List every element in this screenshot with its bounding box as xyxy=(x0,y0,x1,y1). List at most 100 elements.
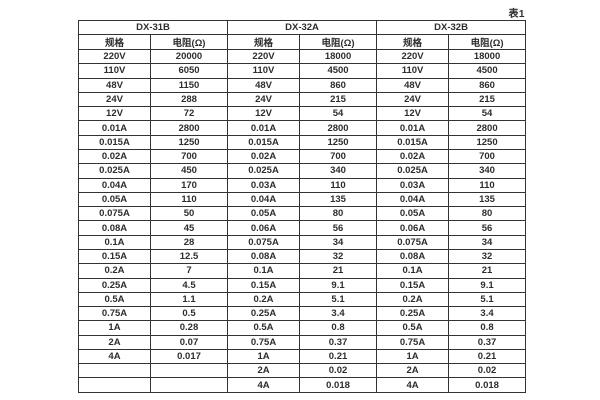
table-cell: 0.37 xyxy=(448,334,527,350)
table-cell: 220V xyxy=(78,48,151,65)
table-row: 4A 0.018 4A 0.018 xyxy=(78,377,527,393)
table-cell: 135 xyxy=(299,191,378,208)
table-cell: 0.075A xyxy=(78,206,151,222)
table-cell: 0.015A xyxy=(376,134,450,150)
table-cell: 80 xyxy=(448,206,527,222)
group-header-row: DX-31B DX-32A DX-32B xyxy=(77,20,527,35)
table-cell: 0.15A xyxy=(227,277,301,293)
table-cell: 12V xyxy=(376,106,450,122)
table-cell: 0.05A xyxy=(376,206,450,222)
table-cell: 0.017 xyxy=(149,348,229,365)
table-row: 0.05A 110 0.04A 135 0.04A 135 xyxy=(78,191,527,208)
table-cell: 0.05A xyxy=(78,191,151,208)
table-cell: 0.2A xyxy=(78,263,151,279)
table-row: 24V 288 24V 215 24V 215 xyxy=(78,91,527,108)
table-row: 0.08A 45 0.06A 56 0.06A 56 xyxy=(78,220,527,236)
column-header-spec: 规格 xyxy=(376,34,450,50)
table-cell: 170 xyxy=(149,177,229,193)
table-row: 0.015A 1250 0.015A 1250 0.015A 1250 xyxy=(78,134,527,150)
table-cell: 0.1A xyxy=(376,263,450,279)
table-cell: 0.01A xyxy=(78,120,151,136)
table-cell: 1250 xyxy=(448,134,527,150)
column-header-resistance: 电阻(Ω) xyxy=(149,34,229,50)
table-row: 0.5A 1.1 0.2A 5.1 0.2A 5.1 xyxy=(78,291,527,308)
table-cell: 700 xyxy=(149,148,229,165)
table-cell: 0.5A xyxy=(227,320,301,336)
column-header-spec: 规格 xyxy=(78,34,151,50)
group-header-dx31b: DX-31B xyxy=(77,20,229,35)
table-cell: 110V xyxy=(376,63,450,79)
table-cell: 0.02A xyxy=(78,148,151,165)
column-header-row: 规格 电阻(Ω) 规格 电阻(Ω) 规格 电阻(Ω) xyxy=(78,34,527,50)
table-row: 0.01A 2800 0.01A 2800 0.01A 2800 xyxy=(78,120,527,136)
table-cell: 4A xyxy=(376,377,450,393)
table-cell: 0.05A xyxy=(227,206,301,222)
table-cell: 1250 xyxy=(299,134,378,150)
table-row: 0.2A 7 0.1A 21 0.1A 21 xyxy=(78,263,527,279)
table-row: 0.1A 28 0.075A 34 0.075A 34 xyxy=(78,234,527,250)
table-cell: 0.03A xyxy=(227,177,301,193)
table-row: 0.75A 0.5 0.25A 3.4 0.25A 3.4 xyxy=(78,306,527,322)
table-cell: 2800 xyxy=(448,120,527,136)
table-cell: 0.025A xyxy=(227,163,301,179)
table-cell: 18000 xyxy=(299,48,378,65)
table-cell: 5.1 xyxy=(299,291,378,308)
table-cell: 0.015A xyxy=(78,134,151,150)
table-cell: 220V xyxy=(376,48,450,65)
table-cell: 0.015A xyxy=(227,134,301,150)
table-row: 0.02A 700 0.02A 700 0.02A 700 xyxy=(78,148,527,165)
table-cell: 0.018 xyxy=(299,377,378,393)
table-cell: 700 xyxy=(299,148,378,165)
column-header-resistance: 电阻(Ω) xyxy=(299,34,378,50)
table-cell: 215 xyxy=(299,91,378,108)
table-cell: 0.04A xyxy=(227,191,301,208)
table-cell: 34 xyxy=(448,234,527,250)
table-cell: 4.5 xyxy=(149,277,229,293)
table-cell: 56 xyxy=(299,220,378,236)
table-cell: 20000 xyxy=(149,48,229,65)
table-cell: 0.06A xyxy=(376,220,450,236)
table-cell: 0.01A xyxy=(227,120,301,136)
table-cell: 110 xyxy=(149,191,229,208)
table-cell: 0.21 xyxy=(448,348,527,365)
table-cell: 4500 xyxy=(448,63,527,79)
table-cell: 0.28 xyxy=(149,320,229,336)
table-row: 0.25A 4.5 0.15A 9.1 0.15A 9.1 xyxy=(78,277,527,293)
table-cell: 0.75A xyxy=(376,334,450,350)
column-header-spec: 规格 xyxy=(227,34,301,50)
table-cell: 18000 xyxy=(448,48,527,65)
table-cell: 80 xyxy=(299,206,378,222)
table-cell: 4A xyxy=(227,377,301,393)
table-cell: 0.08A xyxy=(376,248,450,265)
table-header: DX-31B DX-32A DX-32B 规格 电阻(Ω) 规格 电阻(Ω) 规… xyxy=(77,20,527,50)
table-cell: 0.8 xyxy=(299,320,378,336)
table-cell: 48V xyxy=(227,77,301,93)
table-cell: 0.15A xyxy=(376,277,450,293)
table-cell: 288 xyxy=(149,91,229,108)
table-cell: 3.4 xyxy=(448,306,527,322)
table-cell: 21 xyxy=(448,263,527,279)
table-cell xyxy=(149,377,229,393)
table-cell: 0.02A xyxy=(376,148,450,165)
table-cell: 1A xyxy=(227,348,301,365)
table-cell: 72 xyxy=(149,106,229,122)
table-cell: 0.5 xyxy=(149,306,229,322)
table-cell xyxy=(78,377,151,393)
table-cell: 24V xyxy=(78,91,151,108)
table-cell: 0.075A xyxy=(227,234,301,250)
table-cell: 3.4 xyxy=(299,306,378,322)
table-cell: 0.025A xyxy=(376,163,450,179)
table-cell: 9.1 xyxy=(448,277,527,293)
table-cell: 2800 xyxy=(299,120,378,136)
table-row: 2A 0.02 2A 0.02 xyxy=(78,363,527,379)
table-cell: 48V xyxy=(78,77,151,93)
table-cell: 110V xyxy=(227,63,301,79)
table-row: 0.15A 12.5 0.08A 32 0.08A 32 xyxy=(78,248,527,265)
table-cell: 1A xyxy=(78,320,151,336)
table-cell: 0.075A xyxy=(376,234,450,250)
table-cell: 12V xyxy=(227,106,301,122)
table-cell: 0.8 xyxy=(448,320,527,336)
table-cell: 1150 xyxy=(149,77,229,93)
table-cell: 0.5A xyxy=(376,320,450,336)
